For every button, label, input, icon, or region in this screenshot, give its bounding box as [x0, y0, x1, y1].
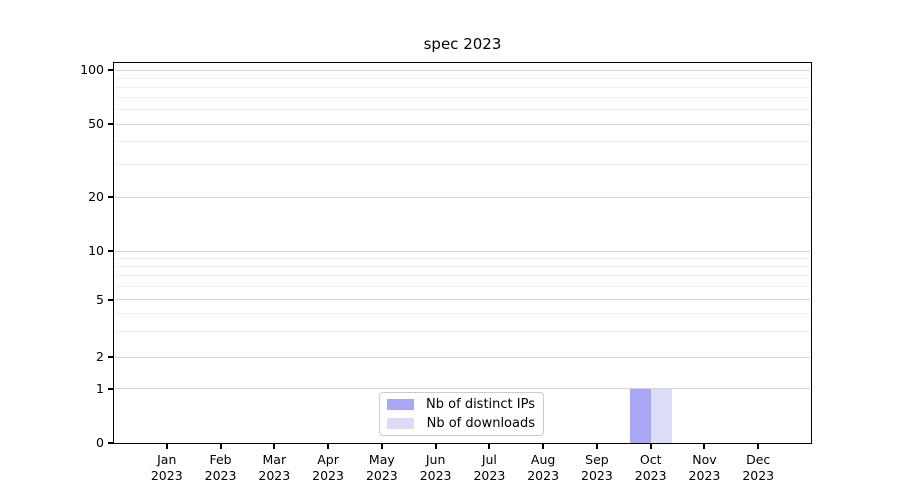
gridline-minor-90 [115, 77, 810, 79]
x-axis-tick-label-oct: Oct 2023 [634, 452, 667, 483]
x-axis-tick-label-apr: Apr 2023 [312, 452, 344, 483]
gridline-minor-9 [115, 257, 810, 259]
gridline-minor-4 [115, 313, 810, 314]
gridline-minor-80 [115, 86, 810, 88]
y-axis-tick-label-100: 100 [80, 62, 104, 77]
x-axis-tick-label-dec: Dec 2023 [742, 452, 775, 483]
x-axis-tick-dec [757, 444, 760, 449]
x-axis-tick-aug [542, 444, 545, 449]
x-axis-tick-apr [327, 444, 330, 449]
x-axis-tick-label-mar: Mar 2023 [258, 452, 291, 483]
x-axis-tick-label-jul: Jul 2023 [473, 452, 506, 483]
gridline-major-2 [115, 356, 810, 358]
gridline-minor-3 [115, 331, 810, 333]
x-axis-tick-jan [165, 444, 168, 449]
y-axis-tick-50 [108, 123, 113, 125]
gridline-major-20 [115, 196, 810, 198]
y-axis-tick-5 [108, 298, 113, 301]
y-axis-tick-1 [108, 387, 113, 390]
legend-swatch-downloads-icon [387, 418, 414, 429]
gridline-minor-60 [115, 109, 810, 111]
gridline-minor-6 [115, 286, 810, 288]
chart-title: spec 2023 [423, 35, 502, 53]
bar-distinct-ips-oct [629, 388, 651, 443]
gridline-major-1 [115, 388, 810, 389]
x-axis-tick-mar [273, 444, 276, 449]
y-axis-tick-100 [108, 69, 113, 71]
gridline-minor-70 [115, 97, 810, 99]
gridline-minor-40 [115, 141, 810, 143]
legend-item-downloads: Nb of downloads [387, 416, 535, 431]
gridline-minor-7 [115, 275, 810, 277]
x-axis-tick-feb [219, 444, 222, 449]
bar-downloads-oct [650, 388, 672, 443]
y-axis-tick-10 [108, 250, 113, 252]
y-axis-tick-2 [108, 356, 113, 358]
legend-label-downloads: Nb of downloads [426, 416, 535, 431]
y-axis-tick-20 [108, 196, 113, 198]
legend-label-distinct-ips: Nb of distinct IPs [426, 397, 535, 412]
legend-item-distinct-ips: Nb of distinct IPs [387, 397, 535, 412]
gridline-minor-8 [115, 266, 810, 268]
gridline-major-100 [115, 69, 810, 71]
legend-swatch-distinct-ips-icon [387, 399, 414, 410]
y-axis-tick-label-2: 2 [96, 349, 104, 364]
y-axis-tick-label-10: 10 [88, 243, 104, 258]
y-axis-tick-label-0: 0 [96, 435, 104, 450]
x-axis-tick-nov [703, 444, 706, 449]
x-axis-tick-sep [595, 444, 598, 449]
gridline-major-10 [115, 250, 810, 252]
gridline-minor-30 [115, 164, 810, 166]
x-axis-tick-label-jun: Jun 2023 [419, 452, 452, 483]
y-axis-tick-label-20: 20 [88, 189, 104, 204]
legend: Nb of distinct IPs Nb of downloads [379, 392, 544, 436]
y-axis-tick-0 [108, 442, 113, 444]
gridline-major-50 [115, 123, 810, 125]
x-axis-tick-label-may: May 2023 [365, 452, 398, 483]
y-axis-tick-label-5: 5 [96, 291, 104, 307]
y-axis-tick-label-50: 50 [88, 116, 104, 131]
plot-area-border [113, 62, 812, 444]
y-axis-tick-label-1: 1 [96, 380, 104, 396]
x-axis-tick-oct [649, 444, 652, 449]
x-axis-tick-label-sep: Sep 2023 [581, 452, 613, 483]
x-axis-tick-jul [488, 444, 491, 449]
x-axis-tick-jun [434, 444, 437, 449]
x-axis-tick-label-nov: Nov 2023 [688, 452, 721, 483]
x-axis-tick-label-jan: Jan 2023 [150, 452, 183, 483]
gridline-major-5 [115, 299, 810, 300]
x-axis-tick-may [380, 444, 383, 449]
x-axis-tick-label-aug: Aug 2023 [527, 452, 560, 483]
x-axis-tick-label-feb: Feb 2023 [204, 452, 237, 483]
